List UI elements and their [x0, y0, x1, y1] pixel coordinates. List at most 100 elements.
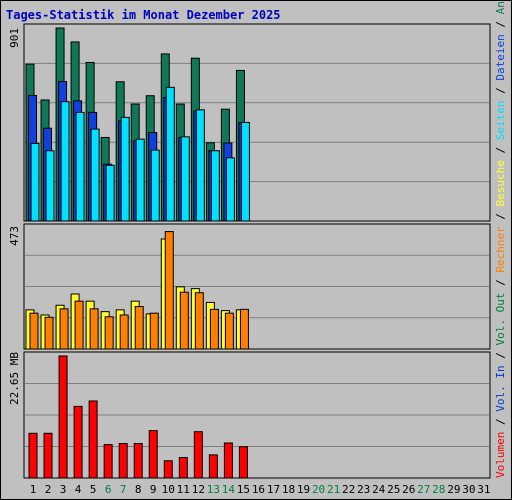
bar-kbytes-day-7 [118, 443, 128, 479]
bar-kbytes-day-3 [58, 355, 68, 479]
bar-seiten-day-7 [120, 116, 130, 222]
x-tick-label: 7 [120, 483, 127, 496]
bar-seiten-day-6 [105, 164, 115, 222]
x-tick-label: 6 [105, 483, 112, 496]
bar-kbytes-day-8 [133, 443, 143, 479]
legend-dateien: Dateien [494, 34, 507, 80]
panel-border-hits [23, 23, 491, 222]
x-tick-label: 9 [150, 483, 157, 496]
x-tick-label: 22 [342, 483, 355, 496]
bar-rechner-day-1 [29, 312, 39, 350]
legend-separator: / [494, 346, 507, 366]
x-tick-label: 20 [312, 483, 325, 496]
x-tick-label: 11 [177, 483, 190, 496]
x-tick-label: 21 [327, 483, 340, 496]
bar-seiten-day-15 [240, 121, 250, 222]
bar-rechner-day-10 [164, 231, 174, 350]
bar-rechner-day-8 [134, 306, 144, 350]
legend-vol_out: Vol. Out [494, 293, 507, 346]
panel-border-volume [23, 351, 491, 479]
bar-rechner-day-7 [119, 314, 129, 350]
bar-seiten-day-2 [45, 150, 55, 222]
x-tick-label: 29 [447, 483, 460, 496]
x-tick-label: 16 [252, 483, 265, 496]
x-tick-label: 3 [60, 483, 67, 496]
right-legend: Volumen / Vol. In / Vol. Out / Rechner /… [494, 0, 507, 478]
x-tick-label: 14 [222, 483, 236, 496]
bar-kbytes-day-10 [163, 460, 173, 479]
bar-kbytes-day-9 [148, 430, 158, 479]
bar-seiten-day-4 [75, 111, 85, 222]
legend-volumen: Volumen [494, 432, 507, 478]
legend-anfragen: Anfragen [494, 0, 507, 14]
legend-separator: / [494, 14, 507, 34]
x-tick-label: 12 [192, 483, 205, 496]
bar-rechner-day-6 [104, 316, 114, 350]
bar-rechner-day-2 [44, 316, 54, 350]
x-tick-label: 24 [372, 483, 386, 496]
bar-rechner-day-9 [149, 312, 159, 350]
x-tick-label: 25 [387, 483, 400, 496]
bar-seiten-day-5 [90, 128, 100, 222]
bar-rechner-day-3 [59, 308, 69, 350]
x-tick-label: 13 [207, 483, 220, 496]
x-tick-label: 8 [135, 483, 142, 496]
legend-seiten: Seiten [494, 100, 507, 140]
bar-seiten-day-14 [225, 157, 235, 222]
legend-separator: / [494, 140, 507, 160]
legend-separator: / [494, 81, 507, 101]
bar-seiten-day-8 [135, 138, 145, 222]
legend-rechner: Rechner [494, 226, 507, 273]
bar-seiten-day-1 [30, 142, 40, 222]
legend-besuche: Besuche [494, 160, 507, 206]
x-tick-label: 4 [75, 483, 82, 496]
y-max-label-visits: 473 [8, 226, 21, 246]
x-tick-label: 2 [45, 483, 52, 496]
legend-separator: / [494, 273, 507, 293]
y-max-label-hits: 901 [8, 28, 21, 48]
bar-rechner-day-11 [179, 291, 189, 350]
bar-kbytes-day-15 [238, 446, 248, 479]
bar-kbytes-day-1 [28, 432, 38, 479]
x-tick-label: 1 [30, 483, 37, 496]
x-tick-label: 17 [267, 483, 280, 496]
x-tick-label: 15 [237, 483, 250, 496]
x-tick-label: 27 [417, 483, 430, 496]
x-tick-label: 18 [282, 483, 295, 496]
y-max-label-volume: 22.65 MB [8, 352, 21, 405]
x-tick-label: 31 [477, 483, 490, 496]
x-tick-label: 26 [402, 483, 415, 496]
x-tick-label: 30 [462, 483, 475, 496]
bar-kbytes-day-6 [103, 444, 113, 479]
panel-border-visits [23, 223, 491, 350]
legend-separator: / [494, 412, 507, 432]
bar-kbytes-day-2 [43, 432, 53, 479]
x-tick-label: 19 [297, 483, 310, 496]
bar-seiten-day-10 [165, 86, 175, 222]
bar-kbytes-day-12 [193, 431, 203, 479]
x-tick-label: 5 [90, 483, 97, 496]
x-tick-label: 10 [162, 483, 175, 496]
legend-separator: / [494, 206, 507, 226]
bar-rechner-day-13 [209, 308, 219, 350]
bar-seiten-day-11 [180, 136, 190, 222]
bar-seiten-day-3 [60, 101, 70, 222]
bar-kbytes-day-4 [73, 405, 83, 479]
bar-rechner-day-14 [224, 312, 234, 350]
bar-kbytes-day-11 [178, 457, 188, 479]
bar-seiten-day-13 [210, 150, 220, 222]
bar-kbytes-day-13 [208, 454, 218, 479]
legend-vol_in: Vol. In [494, 365, 507, 411]
chart-title: Tages-Statistik im Monat Dezember 2025 [6, 8, 281, 22]
bar-rechner-day-15 [239, 308, 249, 350]
bar-seiten-day-9 [150, 149, 160, 222]
x-tick-label: 28 [432, 483, 445, 496]
x-tick-label: 23 [357, 483, 370, 496]
bar-seiten-day-12 [195, 109, 205, 222]
bar-rechner-day-4 [74, 300, 84, 350]
bar-kbytes-day-5 [88, 400, 98, 479]
bar-rechner-day-12 [194, 292, 204, 350]
bar-kbytes-day-14 [223, 442, 233, 479]
bar-rechner-day-5 [89, 308, 99, 350]
